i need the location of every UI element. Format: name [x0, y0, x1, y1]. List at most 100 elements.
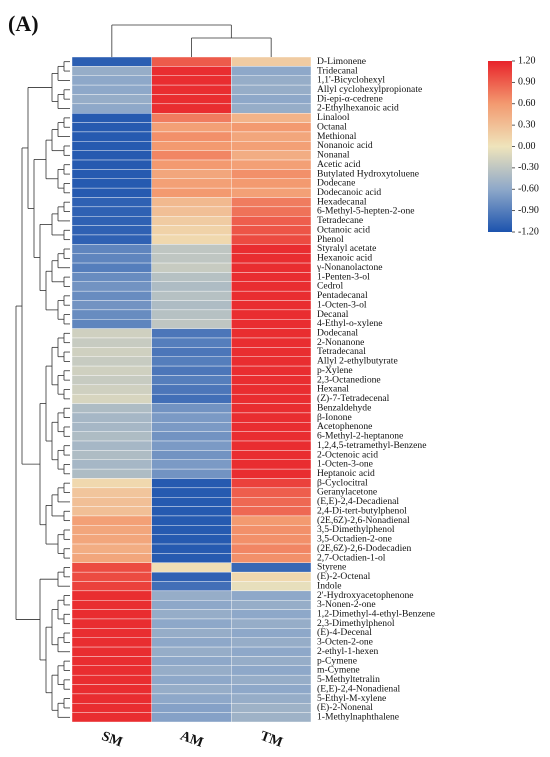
row-label: 1-Methylnaphthalene [317, 712, 399, 723]
heat-cell [231, 319, 312, 329]
heat-cell [151, 665, 232, 676]
heat-cell [231, 262, 312, 273]
heat-cell [151, 431, 232, 442]
heat-cell [71, 328, 152, 339]
row-label: 4-Ethyl-o-xylene [317, 318, 383, 329]
heat-cell [71, 450, 152, 460]
heat-cell [151, 403, 232, 414]
heat-cell [151, 497, 232, 507]
heat-cell [151, 66, 232, 76]
heat-cell [231, 122, 312, 133]
heat-cell [151, 337, 232, 348]
heat-cell [71, 206, 152, 217]
row-label: (Z)-7-Tetradecenal [317, 393, 390, 404]
heat-cell [151, 590, 232, 601]
heat-cell [151, 122, 232, 133]
row-label: (2E,6Z)-2,6-Dodecadien [317, 543, 412, 554]
heat-cell [151, 253, 232, 264]
heat-cell [151, 656, 232, 667]
row-label: 6-Methyl-5-hepten-2-one [317, 206, 415, 217]
heat-cell [231, 571, 312, 582]
heat-cell [231, 159, 312, 170]
row-label: Tetradecane [317, 215, 363, 226]
row-label: 3-Octen-2-one [317, 637, 373, 648]
heat-cell [231, 347, 312, 357]
heat-cell [231, 337, 312, 348]
heat-cell [231, 403, 312, 414]
heat-cell [71, 122, 152, 133]
heat-cell [231, 562, 312, 573]
row-label: Dodecanal [317, 328, 358, 339]
row-label: Geranylacetone [317, 487, 377, 498]
heat-cell [71, 674, 152, 685]
row-label: 1-Octen-3-one [317, 459, 373, 470]
row-label: Methional [317, 131, 357, 142]
row-label: Heptanoic acid [317, 468, 375, 479]
heat-cell [71, 319, 152, 329]
colorbar-tick-label: 0.00 [518, 141, 536, 152]
heat-cell [71, 365, 152, 376]
heat-cell [231, 141, 312, 151]
row-label: 2-Nonanone [317, 337, 364, 348]
heat-cell [151, 75, 232, 86]
heat-cell [231, 272, 312, 282]
heat-cell [151, 197, 232, 208]
row-label: 2-Octenoic acid [317, 449, 378, 460]
heat-cell [71, 393, 152, 404]
row-label: Cedrol [317, 281, 343, 292]
heat-cell [231, 290, 312, 301]
heat-cell [151, 693, 232, 704]
heat-cell [151, 393, 232, 404]
row-label: Tridecanal [317, 65, 358, 76]
heat-cell [151, 487, 232, 498]
heat-cell [231, 178, 312, 189]
heat-cell [71, 628, 152, 638]
row-label: β-Ionone [317, 412, 352, 423]
heat-cell [151, 646, 232, 657]
row-label: 1,2-Dimethyl-4-ethyl-Benzene [317, 608, 435, 619]
heat-cell [151, 534, 232, 545]
panel-label: (A) [8, 11, 39, 36]
heat-cell [151, 356, 232, 367]
heat-cell [71, 253, 152, 264]
heat-cell [151, 234, 232, 245]
column-label: AM [178, 729, 205, 751]
row-label: Tetradecanal [317, 346, 366, 357]
row-label: Octanoic acid [317, 224, 370, 235]
heat-cell [231, 375, 312, 386]
heat-cell [231, 440, 312, 451]
heat-cell [71, 356, 152, 367]
heat-cell [231, 356, 312, 367]
row-label: Indole [317, 580, 342, 591]
heat-cell [71, 159, 152, 170]
row-label: Allyl 2-ethylbutyrate [317, 356, 398, 367]
row-label: Linalool [317, 112, 350, 123]
row-label: Styrene [317, 562, 346, 573]
row-label: Decanal [317, 309, 349, 320]
heat-cell [231, 234, 312, 245]
heat-cell [231, 665, 312, 676]
heat-cell [71, 131, 152, 142]
heat-cell [151, 244, 232, 254]
colorbar-tick-label: -1.20 [518, 226, 539, 237]
row-label: Acetophenone [317, 421, 372, 432]
heat-cell [231, 703, 312, 713]
heat-cell [71, 581, 152, 592]
column-label: SM [99, 729, 124, 750]
row-label: Hexanoic acid [317, 253, 372, 264]
heat-cell [231, 618, 312, 629]
heat-cell [71, 112, 152, 123]
heat-cell [231, 84, 312, 95]
heat-cell [231, 590, 312, 601]
heat-cell [151, 131, 232, 142]
heat-cell [71, 497, 152, 507]
heat-cell [231, 693, 312, 704]
heat-cell [71, 84, 152, 95]
row-label: 2,3-Octanedione [317, 374, 381, 385]
row-label: (E,E)-2,4-Decadienal [317, 496, 399, 507]
heat-cell [71, 590, 152, 601]
heat-cell [151, 609, 232, 620]
column-dendrogram [111, 24, 272, 57]
heat-cell [231, 431, 312, 442]
